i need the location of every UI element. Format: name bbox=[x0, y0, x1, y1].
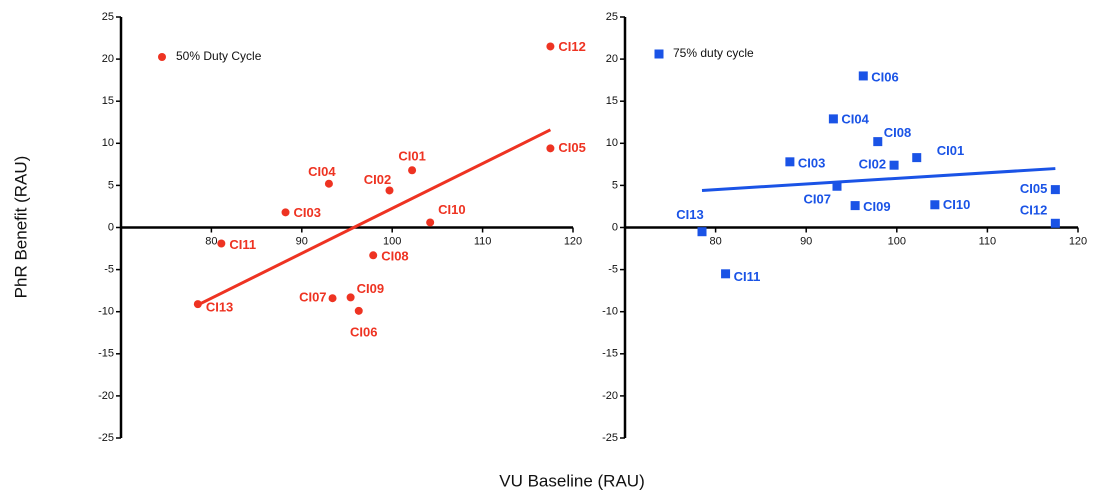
y-tick-label: 10 bbox=[102, 137, 114, 149]
point bbox=[346, 293, 355, 302]
legend-marker bbox=[158, 53, 166, 61]
point-label: CI10 bbox=[438, 202, 465, 217]
y-tick-label: -5 bbox=[608, 264, 618, 276]
point bbox=[697, 227, 707, 237]
point-label: CI01 bbox=[398, 149, 425, 164]
point bbox=[193, 300, 202, 309]
point-label: CI02 bbox=[364, 172, 391, 187]
trend-line bbox=[701, 167, 1056, 192]
y-tick-label: -15 bbox=[98, 348, 114, 360]
legend-label: 50% Duty Cycle bbox=[176, 49, 262, 63]
y-tick-label: 15 bbox=[102, 95, 114, 107]
point bbox=[546, 144, 555, 153]
y-tick-label: -20 bbox=[98, 390, 114, 402]
point bbox=[912, 153, 922, 163]
point bbox=[354, 306, 363, 315]
point bbox=[1050, 185, 1060, 195]
y-tick-label: 20 bbox=[102, 53, 114, 65]
x-tick-label: 90 bbox=[800, 235, 812, 247]
point bbox=[217, 239, 226, 248]
y-axis-title: PhR Benefit (RAU) bbox=[11, 156, 30, 299]
y-tick-label: 5 bbox=[108, 179, 114, 191]
x-tick-label: 90 bbox=[296, 235, 308, 247]
y-tick-label: 0 bbox=[612, 221, 618, 233]
y-tick-label: -10 bbox=[98, 306, 114, 318]
point bbox=[850, 201, 860, 211]
point bbox=[324, 179, 333, 188]
y-tick-label: -25 bbox=[602, 432, 618, 444]
point bbox=[328, 294, 337, 303]
point-label: CI07 bbox=[299, 290, 326, 305]
point bbox=[369, 251, 378, 260]
point-label: CI13 bbox=[676, 207, 703, 222]
x-tick-label: 100 bbox=[888, 235, 906, 247]
point bbox=[785, 157, 795, 167]
point-label: CI07 bbox=[804, 192, 831, 207]
point bbox=[858, 71, 868, 81]
point bbox=[426, 218, 435, 227]
point-label: CI08 bbox=[884, 125, 911, 140]
x-tick-label: 100 bbox=[383, 235, 401, 247]
point-label: CI04 bbox=[308, 164, 336, 179]
point-label: CI12 bbox=[558, 39, 585, 54]
point-label: CI11 bbox=[229, 237, 256, 252]
y-tick-label: 25 bbox=[606, 11, 618, 23]
y-tick-label: 15 bbox=[606, 95, 618, 107]
y-tick-label: 0 bbox=[108, 221, 114, 233]
y-tick-label: 10 bbox=[606, 137, 618, 149]
x-tick-label: 80 bbox=[709, 235, 721, 247]
point bbox=[546, 42, 555, 51]
x-tick-label: 110 bbox=[474, 235, 492, 247]
point-label: CI02 bbox=[859, 157, 886, 172]
y-tick-label: -25 bbox=[98, 432, 114, 444]
point-label: CI08 bbox=[381, 249, 408, 264]
point-label: CI04 bbox=[841, 111, 869, 126]
x-tick-label: 120 bbox=[564, 235, 582, 247]
point bbox=[721, 269, 731, 279]
point bbox=[832, 181, 842, 191]
point-label: CI09 bbox=[863, 199, 890, 214]
x-tick-label: 110 bbox=[979, 235, 997, 247]
y-tick-label: -5 bbox=[104, 264, 114, 276]
point-label: CI10 bbox=[943, 197, 970, 212]
point-label: CI13 bbox=[206, 300, 233, 315]
point-label: CI05 bbox=[558, 140, 585, 155]
point-label: CI09 bbox=[357, 281, 384, 296]
point bbox=[873, 137, 883, 147]
point-label: CI05 bbox=[1020, 181, 1047, 196]
point bbox=[408, 166, 417, 175]
y-tick-label: -10 bbox=[602, 306, 618, 318]
legend-label: 75% duty cycle bbox=[673, 46, 754, 60]
trend-line bbox=[197, 128, 552, 307]
y-tick-label: -15 bbox=[602, 348, 618, 360]
point bbox=[828, 114, 838, 124]
point-label: CI12 bbox=[1020, 203, 1047, 218]
point-label: CI01 bbox=[937, 143, 964, 158]
x-tick-label: 80 bbox=[205, 235, 217, 247]
y-tick-label: 25 bbox=[102, 11, 114, 23]
point bbox=[1050, 218, 1060, 228]
x-tick-label: 120 bbox=[1069, 235, 1087, 247]
x-axis-title: VU Baseline (RAU) bbox=[499, 471, 645, 490]
point-label: CI06 bbox=[871, 69, 898, 84]
point bbox=[889, 160, 899, 170]
point bbox=[281, 208, 290, 217]
y-tick-label: 20 bbox=[606, 53, 618, 65]
point bbox=[930, 200, 940, 210]
point bbox=[385, 186, 394, 195]
point-label: CI06 bbox=[350, 324, 377, 339]
y-tick-label: 5 bbox=[612, 179, 618, 191]
point-label: CI11 bbox=[734, 269, 761, 284]
point-label: CI03 bbox=[798, 155, 825, 170]
y-tick-label: -20 bbox=[602, 390, 618, 402]
legend-marker bbox=[654, 49, 664, 59]
point-label: CI03 bbox=[294, 205, 321, 220]
